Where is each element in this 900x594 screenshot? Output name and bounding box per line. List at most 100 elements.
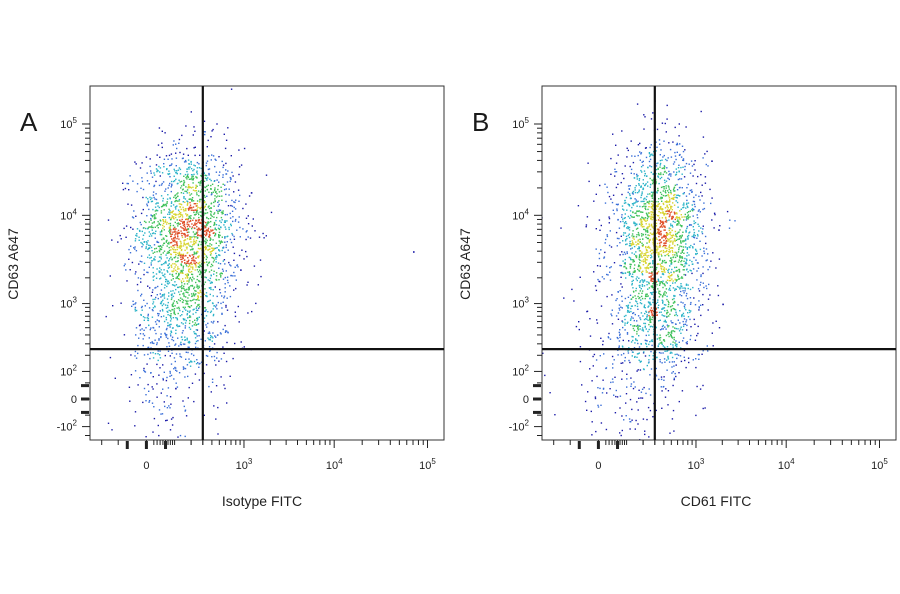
event-point: [168, 211, 170, 213]
event-point: [619, 264, 621, 267]
event-point: [686, 255, 688, 257]
event-point: [658, 491, 659, 492]
event-point: [640, 288, 642, 290]
event-point: [148, 401, 150, 403]
event-point: [194, 209, 196, 211]
event-point: [694, 222, 697, 224]
event-point: [652, 310, 655, 313]
event-point: [184, 367, 187, 370]
event-point: [225, 162, 227, 165]
event-point: [193, 331, 195, 333]
event-point: [209, 339, 211, 341]
event-point: [644, 254, 646, 256]
event-point: [166, 346, 168, 348]
x-tick-label: 103: [236, 457, 253, 472]
event-point: [164, 304, 167, 306]
event-point: [637, 175, 639, 177]
event-point: [151, 200, 154, 202]
event-point: [657, 251, 659, 254]
event-point: [599, 265, 601, 267]
event-point: [645, 208, 647, 211]
event-point: [622, 326, 624, 329]
event-point: [216, 209, 218, 212]
event-point: [200, 236, 203, 238]
event-point: [661, 362, 663, 364]
event-point: [676, 213, 678, 215]
event-point: [192, 321, 194, 323]
event-point: [196, 286, 198, 288]
event-point: [662, 280, 664, 282]
event-point: [663, 283, 666, 286]
event-point: [632, 216, 634, 218]
event-point: [620, 276, 622, 278]
event-point: [641, 161, 643, 163]
event-point: [706, 287, 708, 290]
event-point: [218, 200, 220, 202]
event-point: [216, 179, 218, 181]
event-point: [621, 286, 623, 288]
event-point: [657, 205, 659, 207]
event-point: [668, 332, 670, 334]
event-point: [621, 193, 623, 196]
event-point: [186, 364, 189, 366]
event-point: [620, 362, 622, 364]
event-point: [578, 321, 580, 323]
event-point: [162, 274, 164, 276]
event-point: [114, 377, 116, 379]
event-point: [660, 268, 663, 270]
event-point: [645, 246, 647, 249]
event-point: [212, 313, 215, 316]
event-point: [213, 320, 215, 323]
event-point: [681, 314, 684, 316]
event-point: [684, 287, 686, 289]
event-point: [692, 226, 694, 228]
event-point: [222, 346, 224, 348]
event-point: [142, 238, 144, 240]
event-point: [191, 257, 193, 260]
event-point: [677, 319, 679, 321]
event-point: [233, 238, 236, 240]
event-point: [648, 245, 650, 248]
event-point: [222, 212, 224, 215]
event-point: [179, 245, 181, 248]
event-point: [185, 296, 187, 298]
event-point: [164, 132, 166, 134]
event-point: [185, 186, 187, 188]
event-point: [667, 326, 669, 328]
event-point: [214, 195, 216, 197]
event-point: [599, 387, 601, 390]
event-point: [150, 200, 153, 203]
event-point: [162, 299, 164, 301]
event-point: [163, 263, 165, 265]
event-point: [656, 311, 658, 313]
event-point: [157, 424, 159, 427]
event-point: [178, 198, 181, 201]
event-point: [245, 238, 247, 241]
event-point: [646, 213, 648, 216]
event-point: [140, 313, 142, 316]
event-point: [147, 198, 149, 200]
event-point: [623, 202, 626, 204]
event-point: [181, 234, 183, 237]
event-point: [644, 295, 647, 298]
event-point: [146, 180, 149, 182]
event-point: [222, 278, 225, 280]
event-point: [650, 275, 652, 277]
event-point: [193, 262, 195, 264]
event-point: [227, 205, 230, 207]
event-point: [640, 194, 643, 196]
event-point: [247, 312, 249, 314]
event-point: [675, 340, 677, 342]
event-point: [171, 158, 173, 160]
event-point: [662, 265, 664, 268]
event-point: [158, 434, 160, 437]
event-point: [188, 311, 191, 313]
event-point: [665, 217, 667, 219]
event-point: [138, 236, 140, 238]
event-point: [685, 216, 687, 218]
event-point: [158, 250, 161, 253]
event-point: [218, 236, 220, 238]
event-point: [639, 142, 641, 145]
event-point: [156, 319, 158, 321]
event-point: [652, 209, 654, 211]
